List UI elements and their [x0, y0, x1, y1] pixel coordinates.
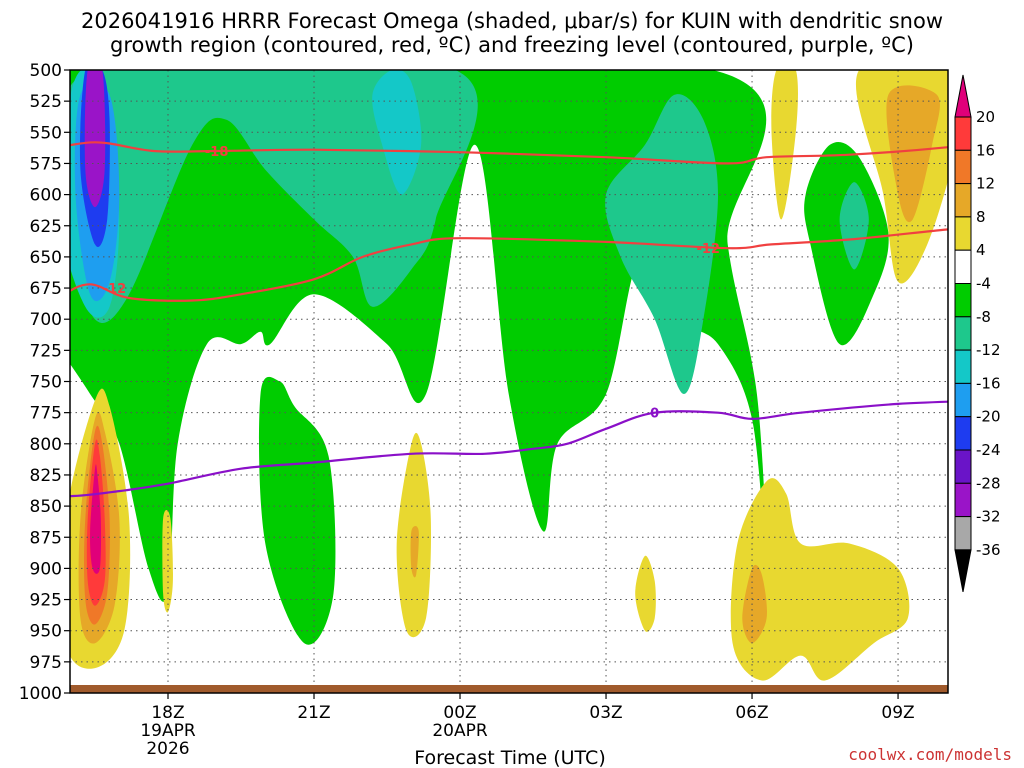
freezing-level-contour [70, 400, 948, 498]
y-tick-label: 875 [30, 528, 62, 548]
contour-layer: -18 -12 -12 0 [70, 141, 948, 498]
colorbar: 20 16 12 8 4 -4 -8 -12 -16 -20 -24 -28 -32 -36 [954, 74, 1001, 592]
y-tick-label: 750 [30, 373, 62, 393]
y-tick-label: 825 [30, 466, 62, 486]
y-tick-label: 525 [30, 92, 62, 112]
x-axis-label: Forecast Time (UTC) [414, 747, 605, 768]
colorbar-label: 16 [976, 141, 995, 159]
colorbar-label: -16 [976, 374, 1001, 392]
dgz-contour [70, 228, 948, 302]
y-tick-label: 1000 [19, 684, 62, 704]
omega-region-yellow-5 [730, 478, 910, 681]
omega-region-teal-region-1 [70, 70, 478, 323]
y-tick-label: 975 [30, 653, 62, 673]
colorbar-swatch [954, 116, 972, 151]
colorbar-swatch [954, 149, 972, 185]
colorbar-swatch [954, 416, 972, 451]
colorbar-swatch [954, 382, 972, 418]
omega-region-green-band-2 [258, 376, 336, 645]
y-axis: 500 525 550 575 600 625 650 675 700 725 750 775 800 8… [19, 61, 70, 704]
colorbar-label: -32 [976, 508, 1001, 526]
x-tick-label: 00Z [443, 703, 476, 723]
omega-region-yellow-2 [162, 509, 173, 613]
colorbar-swatch [954, 316, 972, 351]
dgz-minus12-left-label: -12 [103, 282, 127, 297]
y-tick-label: 625 [30, 217, 62, 237]
colorbar-swatch [954, 283, 972, 318]
omega-region-green-main [70, 70, 767, 602]
y-tick-label: 900 [30, 559, 62, 579]
freezing-level-0-label: 0 [650, 407, 659, 422]
colorbar-swatch [954, 516, 972, 551]
dgz-minus12-right-label: -12 [696, 242, 720, 257]
x-tick-label: 20APR [432, 721, 488, 741]
colorbar-label: 8 [976, 208, 986, 226]
omega-region-teal-oval-3 [839, 182, 869, 270]
omega-region-orange-3 [410, 525, 419, 578]
omega-shading-layer [70, 70, 948, 681]
y-tick-label: 775 [30, 404, 62, 424]
credit-text: coolwx.com/models [848, 745, 1012, 764]
y-tick-label: 725 [30, 341, 62, 361]
omega-region-orange-4 [742, 564, 768, 644]
colorbar-label: -4 [976, 275, 991, 293]
omega-region-yellow-4 [635, 555, 656, 632]
colorbar-label: -20 [976, 408, 1001, 426]
colorbar-swatch [954, 216, 972, 251]
y-tick-label: 550 [30, 123, 62, 143]
y-tick-label: 925 [30, 591, 62, 611]
colorbar-label: -24 [976, 441, 1001, 459]
colorbar-label: -36 [976, 541, 1001, 559]
colorbar-label: -12 [976, 341, 1001, 359]
chart-title-line2: growth region (contoured, red, ºC) and f… [110, 33, 914, 57]
dgz-minus18-label: -18 [205, 145, 229, 160]
y-tick-label: 600 [30, 186, 62, 206]
colorbar-swatch [954, 183, 972, 218]
y-tick-label: 650 [30, 248, 62, 268]
colorbar-label: 12 [976, 175, 995, 193]
colorbar-swatch [954, 482, 972, 518]
y-tick-label: 800 [30, 435, 62, 455]
y-tick-label: 700 [30, 310, 62, 330]
x-tick-label: 21Z [297, 703, 330, 723]
dgz-contour [70, 141, 948, 165]
y-tick-label: 675 [30, 279, 62, 299]
y-tick-label: 950 [30, 622, 62, 642]
colorbar-swatch [954, 449, 972, 484]
colorbar-label: 20 [976, 108, 995, 126]
colorbar-label: 4 [976, 241, 986, 259]
y-tick-label: 850 [30, 497, 62, 517]
omega-region-purple-region [84, 70, 106, 208]
colorbar-label: -28 [976, 474, 1001, 492]
terrain-strip [70, 685, 948, 693]
omega-region-yellow-6 [771, 70, 798, 220]
x-tick-label: 2026 [146, 739, 189, 759]
chart-title-line1: 2026041916 HRRR Forecast Omega (shaded, … [81, 9, 943, 33]
x-tick-label: 03Z [589, 703, 622, 723]
y-tick-label: 500 [30, 61, 62, 81]
x-tick-label: 18Z [151, 703, 184, 723]
x-tick-label: 06Z [735, 703, 768, 723]
omega-region-orange-5 [886, 85, 940, 223]
x-tick-label: 09Z [881, 703, 914, 723]
colorbar-label: -8 [976, 308, 991, 326]
colorbar-swatch [954, 349, 972, 384]
y-tick-label: 575 [30, 154, 62, 174]
colorbar-bottom-arrow [954, 549, 972, 592]
omega-region-magenta-1 [90, 464, 102, 574]
colorbar-swatch [954, 249, 972, 284]
x-tick-label: 19APR [140, 721, 196, 741]
